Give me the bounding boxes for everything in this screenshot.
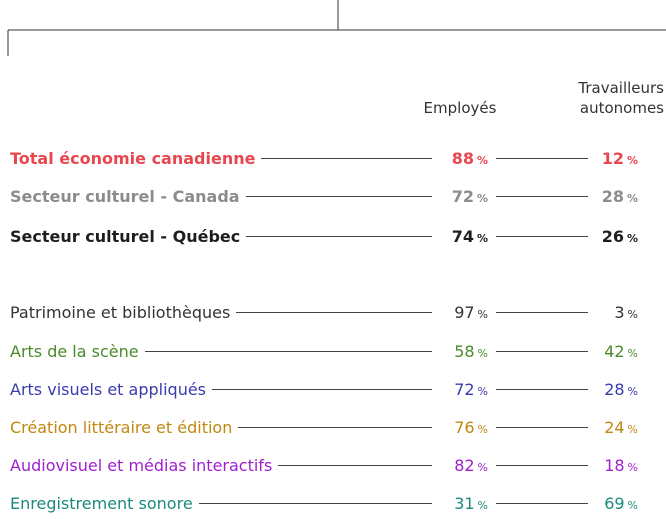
leader-line bbox=[496, 388, 588, 390]
unit: % bbox=[477, 307, 488, 321]
unit: % bbox=[627, 460, 638, 474]
row-label: Enregistrement sonore bbox=[10, 493, 193, 513]
leader-line bbox=[144, 350, 432, 352]
value: 28 bbox=[601, 186, 624, 206]
value-cell: 97% bbox=[438, 303, 488, 322]
unit: % bbox=[476, 191, 488, 205]
leader-line bbox=[496, 195, 588, 197]
value: 69 bbox=[604, 493, 625, 513]
row: Secteur culturel - Québec 74% 26% bbox=[10, 224, 638, 248]
value-cell: 3% bbox=[588, 303, 638, 322]
value: 88 bbox=[451, 148, 474, 168]
leader-line bbox=[496, 502, 588, 504]
unit: % bbox=[627, 498, 638, 512]
leader-line bbox=[246, 235, 432, 237]
value-cell: 26% bbox=[588, 227, 638, 246]
value-cell: 58% bbox=[438, 342, 488, 361]
value-cell: 82% bbox=[438, 456, 488, 475]
leader-line bbox=[236, 311, 432, 313]
value-cell: 72% bbox=[438, 187, 488, 206]
value: 82 bbox=[454, 455, 475, 475]
value-cell: 24% bbox=[588, 418, 638, 437]
row: Création littéraire et édition 76% 24% bbox=[10, 415, 638, 439]
leader-line bbox=[496, 311, 588, 313]
unit: % bbox=[627, 422, 638, 436]
row: Secteur culturel - Canada 72% 28% bbox=[10, 184, 638, 208]
bracket bbox=[7, 0, 666, 56]
value-cell: 12% bbox=[588, 149, 638, 168]
leader-line bbox=[245, 195, 432, 197]
value: 28 bbox=[604, 379, 625, 399]
unit: % bbox=[477, 384, 488, 398]
value: 31 bbox=[454, 493, 475, 513]
unit: % bbox=[477, 460, 488, 474]
row-label: Création littéraire et édition bbox=[10, 417, 233, 437]
leader-line bbox=[261, 157, 432, 159]
leader-line bbox=[212, 388, 432, 390]
value: 97 bbox=[454, 302, 475, 322]
row: Total économie canadienne 88% 12% bbox=[10, 146, 638, 170]
value: 24 bbox=[604, 417, 625, 437]
unit: % bbox=[476, 231, 488, 245]
leader-line bbox=[238, 426, 432, 428]
value-cell: 18% bbox=[588, 456, 638, 475]
unit: % bbox=[626, 153, 638, 167]
value-cell: 28% bbox=[588, 380, 638, 399]
leader-line bbox=[278, 464, 432, 466]
value-cell: 72% bbox=[438, 380, 488, 399]
value: 72 bbox=[454, 379, 475, 399]
value: 76 bbox=[454, 417, 475, 437]
value: 72 bbox=[451, 186, 474, 206]
row-label: Total économie canadienne bbox=[10, 148, 256, 168]
leader-line bbox=[496, 157, 588, 159]
unit: % bbox=[626, 191, 638, 205]
leader-line bbox=[496, 426, 588, 428]
unit: % bbox=[627, 346, 638, 360]
unit: % bbox=[477, 498, 488, 512]
leader-line bbox=[496, 464, 588, 466]
row: Audiovisuel et médias interactifs 82% 18% bbox=[10, 453, 638, 477]
row: Arts de la scène 58% 42% bbox=[10, 339, 638, 363]
leader-line bbox=[496, 350, 588, 352]
row-label: Secteur culturel - Québec bbox=[10, 226, 241, 246]
unit: % bbox=[477, 346, 488, 360]
row: Arts visuels et appliqués 72% 28% bbox=[10, 377, 638, 401]
row-label: Arts visuels et appliqués bbox=[10, 379, 207, 399]
value-cell: 28% bbox=[588, 187, 638, 206]
column-header: Travailleurs autonomes bbox=[578, 79, 664, 117]
value: 3 bbox=[614, 302, 625, 322]
value-cell: 69% bbox=[588, 494, 638, 513]
unit: % bbox=[477, 422, 488, 436]
row-label: Patrimoine et bibliothèques bbox=[10, 302, 231, 322]
value-cell: 76% bbox=[438, 418, 488, 437]
value: 18 bbox=[604, 455, 625, 475]
row: Enregistrement sonore 31% 69% bbox=[10, 491, 638, 515]
value: 26 bbox=[601, 226, 624, 246]
value: 42 bbox=[604, 341, 625, 361]
value: 74 bbox=[451, 226, 474, 246]
value-cell: 74% bbox=[438, 227, 488, 246]
unit: % bbox=[627, 307, 638, 321]
unit: % bbox=[627, 384, 638, 398]
value: 58 bbox=[454, 341, 475, 361]
value-cell: 42% bbox=[588, 342, 638, 361]
unit: % bbox=[476, 153, 488, 167]
row-label: Arts de la scène bbox=[10, 341, 139, 361]
value: 12 bbox=[601, 148, 624, 168]
leader-line bbox=[496, 235, 588, 237]
value-cell: 88% bbox=[438, 149, 488, 168]
row: Patrimoine et bibliothèques 97% 3% bbox=[10, 300, 638, 324]
value-cell: 31% bbox=[438, 494, 488, 513]
column-header: Employés bbox=[423, 99, 497, 117]
leader-line bbox=[198, 502, 432, 504]
row-label: Secteur culturel - Canada bbox=[10, 186, 240, 206]
unit: % bbox=[626, 231, 638, 245]
row-label: Audiovisuel et médias interactifs bbox=[10, 455, 273, 475]
